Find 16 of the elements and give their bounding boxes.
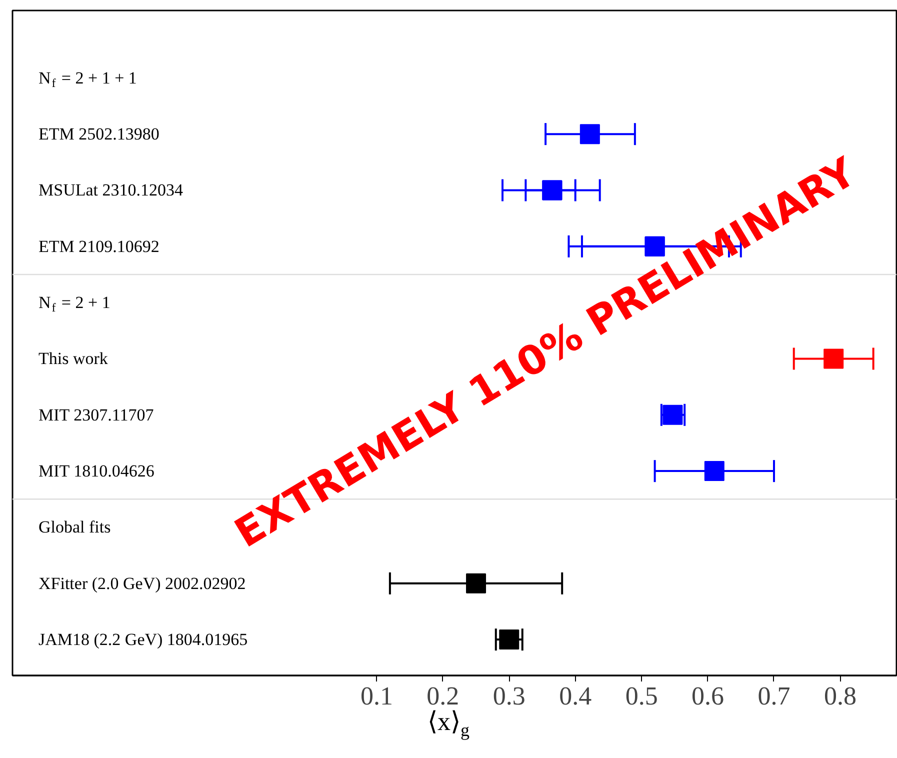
y-tick-label: MIT 1810.04626 (38, 462, 154, 481)
x-tick-label: 0.6 (692, 682, 724, 710)
y-tick-label: XFitter (2.0 GeV) 2002.02902 (38, 574, 246, 593)
x-tick-label: 0.3 (492, 682, 526, 710)
x-tick-label: 0.4 (559, 682, 592, 710)
x-tick-label: 0.5 (625, 682, 658, 710)
x-tick-label: 0.7 (758, 682, 790, 710)
y-tick-label: This work (38, 349, 108, 368)
y-tick-label: JAM18 (2.2 GeV) 1804.01965 (38, 630, 248, 650)
y-tick-label: MIT 2307.11707 (38, 405, 154, 424)
x-tick-label: 0.1 (360, 682, 393, 710)
y-tick-label: Global fits (38, 518, 111, 537)
y-tick-label: ETM 2109.10692 (38, 236, 160, 256)
y-tick-label: ETM 2502.13980 (38, 124, 160, 144)
x-tick-label: 0.8 (824, 682, 856, 710)
y-tick-label: MSULat 2310.12034 (38, 180, 184, 200)
